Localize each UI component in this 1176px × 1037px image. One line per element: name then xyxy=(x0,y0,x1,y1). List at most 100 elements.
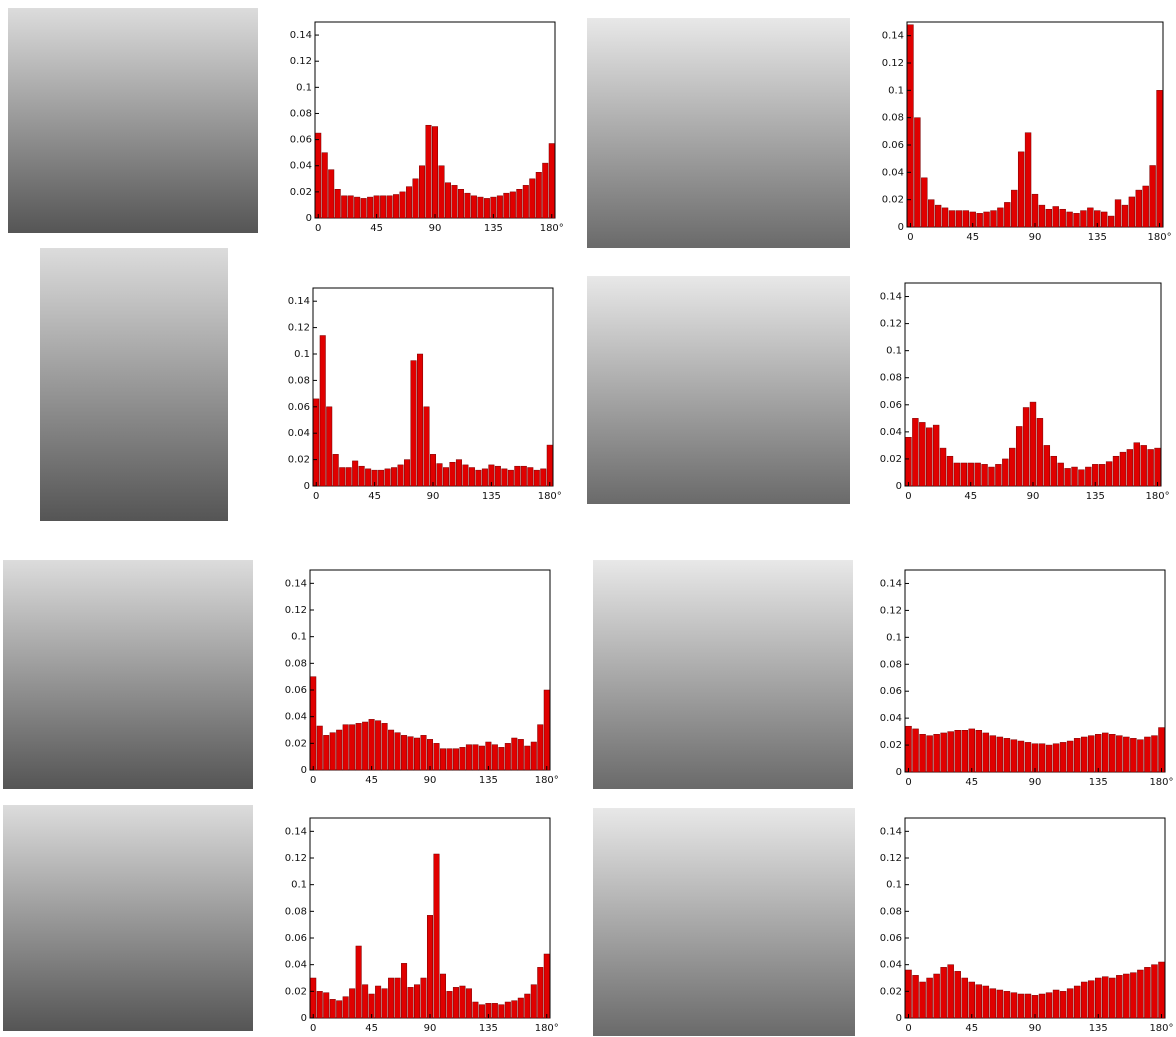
bar xyxy=(1025,994,1031,1018)
bar xyxy=(466,745,472,770)
x-tick-label: 135 xyxy=(1089,777,1108,788)
bar xyxy=(310,978,316,1018)
y-tick-label: 0.12 xyxy=(288,323,310,334)
bar xyxy=(310,677,316,770)
bar xyxy=(941,967,947,1018)
bar xyxy=(1108,216,1114,227)
bar xyxy=(354,197,360,218)
x-tick-label: 180° xyxy=(1145,491,1169,502)
bar xyxy=(1039,744,1045,772)
bar xyxy=(1025,742,1031,772)
bar xyxy=(1127,449,1133,486)
bar xyxy=(465,193,471,218)
bar xyxy=(534,470,540,486)
bar xyxy=(547,445,553,486)
y-tick-label: 0.14 xyxy=(882,31,904,42)
bar xyxy=(505,743,511,770)
bar xyxy=(1053,990,1059,1018)
bar xyxy=(440,974,446,1018)
y-tick-label: 0.08 xyxy=(288,375,310,386)
x-tick-label: 0 xyxy=(905,777,911,788)
bar xyxy=(430,454,436,486)
bar xyxy=(395,978,401,1018)
bar xyxy=(469,468,475,486)
bar xyxy=(356,723,362,770)
bar xyxy=(352,461,358,486)
y-tick-label: 0.02 xyxy=(285,738,307,749)
x-tick-label: 0 xyxy=(313,491,319,502)
x-tick-label: 45 xyxy=(368,491,381,502)
bar xyxy=(1151,736,1157,772)
bar xyxy=(323,735,329,770)
bar xyxy=(531,985,537,1018)
bar xyxy=(447,749,453,770)
bar xyxy=(445,183,451,218)
bar xyxy=(335,189,341,218)
bar xyxy=(375,986,381,1018)
bar xyxy=(443,468,449,486)
bar xyxy=(393,194,399,218)
bar xyxy=(1060,991,1066,1018)
bar xyxy=(912,418,918,486)
bar xyxy=(512,738,518,770)
bar xyxy=(1155,448,1161,486)
x-tick-label: 90 xyxy=(429,223,442,234)
x-tick-label: 45 xyxy=(966,232,979,243)
bar xyxy=(432,127,438,218)
bar xyxy=(404,460,410,486)
bar xyxy=(1109,734,1115,772)
x-tick-label: 90 xyxy=(1029,777,1042,788)
bar xyxy=(906,726,912,772)
bar xyxy=(317,726,323,770)
bar xyxy=(525,994,531,1018)
bar xyxy=(955,730,961,772)
bar xyxy=(1087,208,1093,227)
bar xyxy=(1120,452,1126,486)
bar xyxy=(505,1002,511,1018)
bar xyxy=(323,993,329,1018)
bar xyxy=(1011,740,1017,772)
bar xyxy=(942,208,948,227)
bar xyxy=(961,463,967,486)
bar xyxy=(947,456,953,486)
bar xyxy=(1004,738,1010,772)
bar xyxy=(1002,459,1008,486)
bar xyxy=(330,999,336,1018)
y-tick-label: 0.12 xyxy=(882,58,904,69)
bar xyxy=(1129,197,1135,227)
bar xyxy=(1116,975,1122,1018)
bar xyxy=(1159,962,1165,1018)
bar xyxy=(517,189,523,218)
bar xyxy=(406,187,412,218)
bar xyxy=(983,986,989,1018)
bar xyxy=(502,469,508,486)
bar xyxy=(1137,740,1143,772)
photo xyxy=(593,808,855,1036)
bar xyxy=(1011,190,1017,227)
bar xyxy=(997,990,1003,1018)
y-tick-label: 0.14 xyxy=(290,30,312,41)
x-tick-label: 180° xyxy=(540,223,564,234)
bar xyxy=(413,179,419,218)
bar xyxy=(536,172,542,218)
y-tick-label: 0.12 xyxy=(285,853,307,864)
bar xyxy=(928,200,934,227)
bar xyxy=(473,745,479,770)
bar xyxy=(421,978,427,1018)
x-tick-label: 135 xyxy=(479,1023,498,1034)
bar xyxy=(1051,456,1057,486)
bar xyxy=(1067,989,1073,1018)
y-tick-label: 0.1 xyxy=(296,82,312,93)
bar xyxy=(1095,734,1101,772)
bar xyxy=(963,211,969,227)
x-tick-label: 180° xyxy=(535,775,559,786)
bar xyxy=(510,192,516,218)
bar xyxy=(1046,209,1052,227)
bar xyxy=(525,746,531,770)
bar xyxy=(398,465,404,486)
bar xyxy=(504,193,510,218)
y-tick-label: 0 xyxy=(301,1013,307,1024)
bar xyxy=(997,208,1003,227)
bar xyxy=(1004,202,1010,227)
x-tick-label: 90 xyxy=(1027,491,1040,502)
